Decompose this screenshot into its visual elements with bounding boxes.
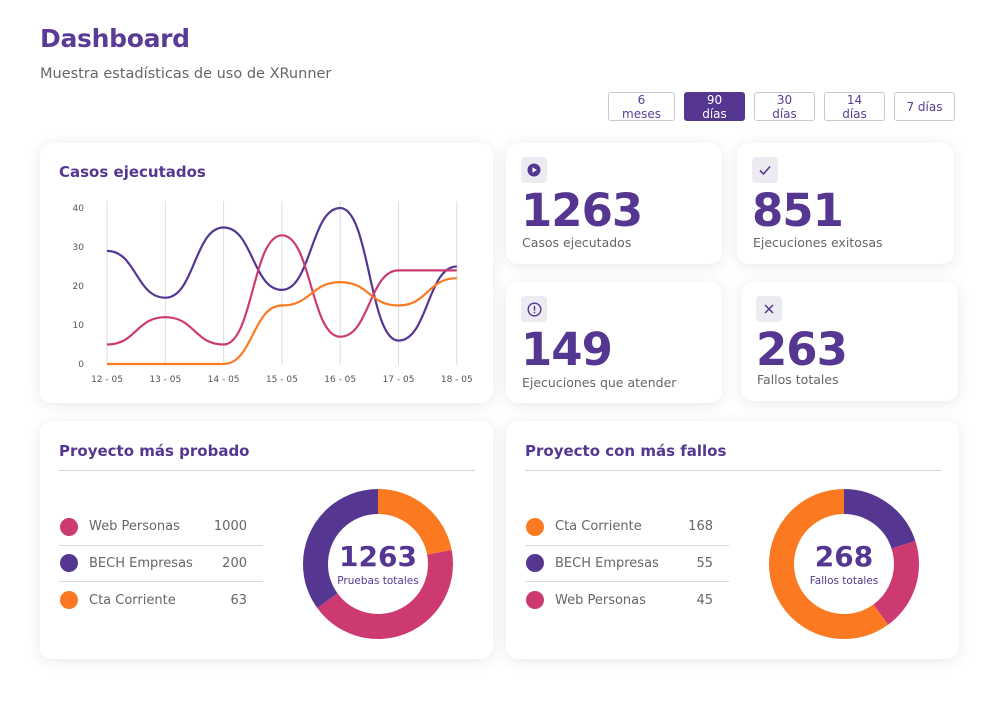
y-tick-label: 0 <box>78 360 84 370</box>
legend-name: Cta Corriente <box>89 592 176 608</box>
range-14-days-button[interactable]: 14 días <box>824 92 885 121</box>
legend-dot <box>526 517 544 536</box>
stat-value: 1263 <box>521 184 643 237</box>
y-tick-label: 10 <box>73 321 85 331</box>
stat-value: 851 <box>752 184 844 237</box>
series-line-purple <box>106 206 457 342</box>
donut-total: 268 <box>814 540 874 573</box>
x-tick-label: 15 - 05 <box>266 375 298 385</box>
legend: Cta Corriente 168 BECH Empresas 55 Web P… <box>525 509 729 619</box>
stat-label: Ejecuciones exitosas <box>753 235 883 250</box>
legend-item: Web Personas 1000 <box>59 509 263 546</box>
donut-caption: Pruebas totales <box>337 575 419 587</box>
play-icon <box>521 157 547 183</box>
legend-value: 45 <box>696 592 713 608</box>
x-tick-label: 14 - 05 <box>208 375 240 385</box>
legend-name: Cta Corriente <box>555 519 642 535</box>
range-30-days-button[interactable]: 30 días <box>754 92 815 121</box>
legend-value: 168 <box>688 519 713 535</box>
title-divider <box>59 470 475 471</box>
check-icon <box>752 157 778 183</box>
title-divider <box>525 470 941 471</box>
x-tick-label: 17 - 05 <box>383 375 415 385</box>
legend-name: Web Personas <box>89 519 180 535</box>
donut-segment <box>303 489 453 639</box>
donut-segment <box>769 489 919 639</box>
stat-card-executed: 1263 Casos ejecutados <box>506 143 722 264</box>
most-failed-project-card: Proyecto con más fallos Cta Corriente 16… <box>506 421 959 659</box>
stat-label: Fallos totales <box>757 372 839 387</box>
y-tick-label: 30 <box>73 243 85 253</box>
stat-value: 149 <box>521 323 613 376</box>
range-90-days-button[interactable]: 90 días <box>684 92 745 121</box>
legend-value: 63 <box>230 592 247 608</box>
page-title: Dashboard <box>40 24 190 53</box>
legend-item: BECH Empresas 200 <box>59 546 263 582</box>
page-subtitle: Muestra estadísticas de uso de XRunner <box>40 66 332 82</box>
y-tick-label: 40 <box>73 204 85 214</box>
close-icon <box>756 296 782 322</box>
x-tick-label: 12 - 05 <box>91 375 123 385</box>
executed-cases-chart-card: Casos ejecutados 12 - 05 13 - 05 14 - 05 15… <box>40 143 493 403</box>
legend-dot <box>60 591 78 610</box>
legend: Web Personas 1000 BECH Empresas 200 Cta … <box>59 509 263 619</box>
legend-dot <box>60 517 78 536</box>
legend-name: Web Personas <box>555 592 646 608</box>
most-tested-project-card: Proyecto más probado Web Personas 1000 B… <box>40 421 493 659</box>
legend-dot <box>526 554 544 573</box>
legend-item: Cta Corriente 168 <box>525 509 729 546</box>
stat-card-failures: 263 Fallos totales <box>741 282 958 401</box>
donut-caption: Fallos totales <box>809 575 879 587</box>
stat-label: Casos ejecutados <box>522 235 632 250</box>
series-line-pink <box>106 234 457 346</box>
range-6-months-button[interactable]: 6 meses <box>608 92 675 121</box>
date-range-selector: 6 meses 90 días 30 días 14 días 7 días <box>608 92 955 121</box>
donut-segment <box>769 489 919 639</box>
legend-value: 1000 <box>213 519 247 535</box>
legend-dot <box>526 591 544 610</box>
donut-center: 1263 Pruebas totales <box>303 489 453 639</box>
stat-card-successful: 851 Ejecuciones exitosas <box>737 143 954 264</box>
x-tick-label: 18 - 05 <box>441 375 473 385</box>
donut-chart: 268 Fallos totales <box>769 489 919 639</box>
donut-ring <box>769 489 919 639</box>
legend-name: BECH Empresas <box>89 555 193 571</box>
x-tick-label: 13 - 05 <box>149 375 181 385</box>
x-tick-label: 16 - 05 <box>324 375 356 385</box>
legend-dot <box>60 554 78 573</box>
alert-icon <box>521 296 547 322</box>
donut-total: 1263 <box>339 540 417 573</box>
range-7-days-button[interactable]: 7 días <box>894 92 955 121</box>
legend-item: Cta Corriente 63 <box>59 582 263 619</box>
card-title: Proyecto más probado <box>59 442 250 460</box>
legend-item: Web Personas 45 <box>525 582 729 619</box>
legend-value: 55 <box>696 555 713 571</box>
chart-title: Casos ejecutados <box>59 163 206 181</box>
donut-chart: 1263 Pruebas totales <box>303 489 453 639</box>
donut-center: 268 Fallos totales <box>769 489 919 639</box>
executed-cases-line-chart: 12 - 05 13 - 05 14 - 05 15 - 05 16 - 05 17 - … <box>73 201 473 385</box>
stat-value: 263 <box>756 323 848 376</box>
stat-card-attention: 149 Ejecuciones que atender <box>506 282 722 403</box>
donut-segment <box>303 489 453 639</box>
card-title: Proyecto con más fallos <box>525 442 727 460</box>
legend-name: BECH Empresas <box>555 555 659 571</box>
legend-value: 200 <box>222 555 247 571</box>
y-tick-label: 20 <box>73 282 85 292</box>
stat-label: Ejecuciones que atender <box>522 375 677 390</box>
legend-item: BECH Empresas 55 <box>525 546 729 582</box>
series-line-orange <box>107 277 457 366</box>
donut-ring <box>303 489 453 639</box>
